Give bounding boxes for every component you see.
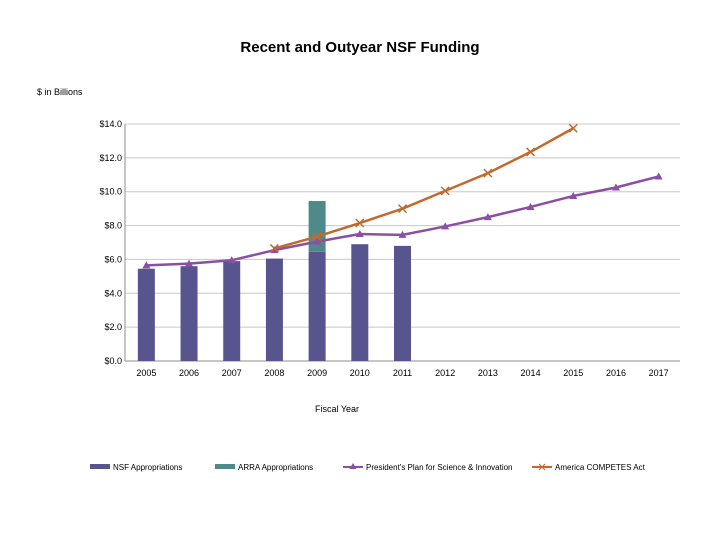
y-tick-label: $12.0 [99, 153, 122, 163]
x-tick-label: 2010 [350, 368, 370, 378]
y-tick-label: $0.0 [104, 356, 122, 366]
legend-label: President's Plan for Science & Innovatio… [366, 463, 513, 472]
point-america-competes-act [312, 232, 322, 242]
y-axis-label: $ in Billions [37, 87, 83, 97]
legend-label: NSF Appropriations [113, 463, 182, 472]
line-america-competes-act [274, 127, 574, 250]
chart-title: Recent and Outyear NSF Funding [240, 39, 479, 56]
legend-swatch [90, 464, 110, 469]
x-tick-label: 2005 [136, 368, 156, 378]
y-tick-label: $6.0 [104, 254, 122, 264]
x-tick-label: 2015 [563, 368, 583, 378]
point-america-competes-act [568, 123, 578, 133]
point-america-competes-act [526, 147, 536, 157]
point-america-competes-act [355, 218, 365, 228]
point-president-s-plan-for-science-innovation [654, 172, 663, 180]
bar-nsf-appropriations [308, 251, 326, 361]
x-tick-label: 2008 [264, 368, 284, 378]
point-america-competes-act [440, 186, 450, 196]
point-america-competes-act [397, 204, 408, 214]
point-president-s-plan-for-science-innovation [313, 237, 322, 245]
legend-marker [538, 463, 546, 471]
gridlines [124, 123, 680, 362]
point-president-s-plan-for-science-innovation [526, 202, 535, 210]
y-tick-label: $8.0 [104, 221, 122, 231]
point-america-competes-act [483, 168, 493, 178]
x-tick-label: 2009 [307, 368, 327, 378]
line-series [142, 123, 663, 269]
x-tick-label: 2007 [222, 368, 242, 378]
x-tick-label: 2013 [478, 368, 498, 378]
point-president-s-plan-for-science-innovation [398, 230, 407, 238]
y-tick-label: $14.0 [99, 119, 122, 129]
legend-label: America COMPETES Act [555, 463, 646, 472]
point-america-competes-act [269, 243, 279, 253]
bar-nsf-appropriations [351, 244, 369, 361]
legend-label: ARRA Appropriations [238, 463, 313, 472]
x-tick-label: 2016 [606, 368, 626, 378]
x-axis-ticks: 2005 2006 2007 2008 2009 2010 2011 2012 2013 2014… [136, 368, 668, 378]
point-president-s-plan-for-science-innovation [185, 259, 194, 267]
bar-nsf-appropriations [394, 245, 411, 361]
bar-series [137, 201, 411, 361]
legend-swatch [215, 464, 235, 469]
bar-nsf-appropriations [180, 266, 198, 361]
bar-arra-appropriations [308, 201, 326, 252]
y-axis-ticks: $0.0 $2.0 $4.0 $6.0 $8.0 $10.0 $12.0 $14.0 [99, 119, 122, 366]
point-president-s-plan-for-science-innovation [142, 261, 151, 269]
point-president-s-plan-for-science-innovation [441, 222, 450, 230]
point-president-s-plan-for-science-innovation [355, 230, 364, 238]
point-president-s-plan-for-science-innovation [483, 213, 492, 221]
legend-marker [349, 463, 357, 469]
point-president-s-plan-for-science-innovation [611, 183, 620, 191]
bar-nsf-appropriations [223, 261, 241, 361]
y-tick-label: $2.0 [104, 322, 122, 332]
bar-nsf-appropriations [265, 258, 283, 361]
point-president-s-plan-for-science-innovation [227, 256, 236, 264]
x-tick-label: 2012 [435, 368, 455, 378]
y-tick-label: $4.0 [104, 288, 122, 298]
x-axis-label: Fiscal Year [315, 404, 359, 414]
bar-nsf-appropriations [137, 268, 155, 361]
x-tick-label: 2006 [179, 368, 199, 378]
y-tick-label: $10.0 [99, 187, 122, 197]
x-tick-label: 2014 [521, 368, 541, 378]
point-president-s-plan-for-science-innovation [569, 191, 578, 199]
x-tick-label: 2011 [393, 368, 412, 378]
legend: NSF Appropriations ARRA Appropriations Pre… [90, 463, 646, 472]
x-tick-label: 2017 [649, 368, 669, 378]
